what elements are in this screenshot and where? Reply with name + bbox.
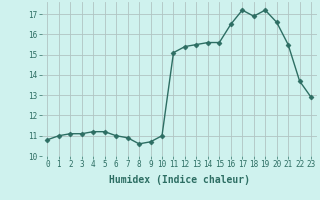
X-axis label: Humidex (Indice chaleur): Humidex (Indice chaleur) <box>109 175 250 185</box>
